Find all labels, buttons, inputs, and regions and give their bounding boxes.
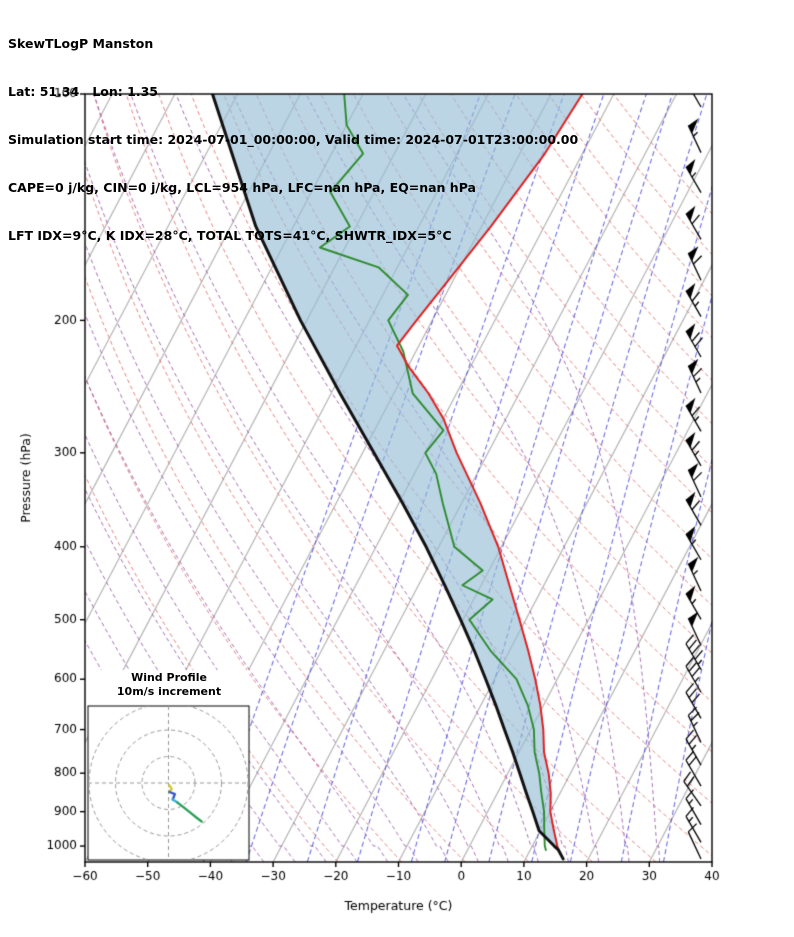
hodograph-increment-label: 10m/s increment (116, 685, 222, 698)
title-cape-line: CAPE=0 j/kg, CIN=0 j/kg, LCL=954 hPa, LF… (8, 180, 476, 195)
chart-header: SkewTLogP Manston Lat: 51.34 Lon: 1.35 S… (8, 4, 578, 276)
title-station-line: SkewTLogP Manston (8, 36, 154, 51)
title-latlon-line: Lat: 51.34 Lon: 1.35 (8, 84, 158, 99)
hodograph-title: Wind Profile (131, 671, 207, 684)
hodograph-label: Wind Profile 10m/s increment (88, 671, 250, 699)
title-time-line: Simulation start time: 2024-07-01_00:00:… (8, 132, 579, 147)
title-indices-line: LFT IDX=9°C, K IDX=28°C, TOTAL TOTS=41°C… (8, 228, 452, 243)
